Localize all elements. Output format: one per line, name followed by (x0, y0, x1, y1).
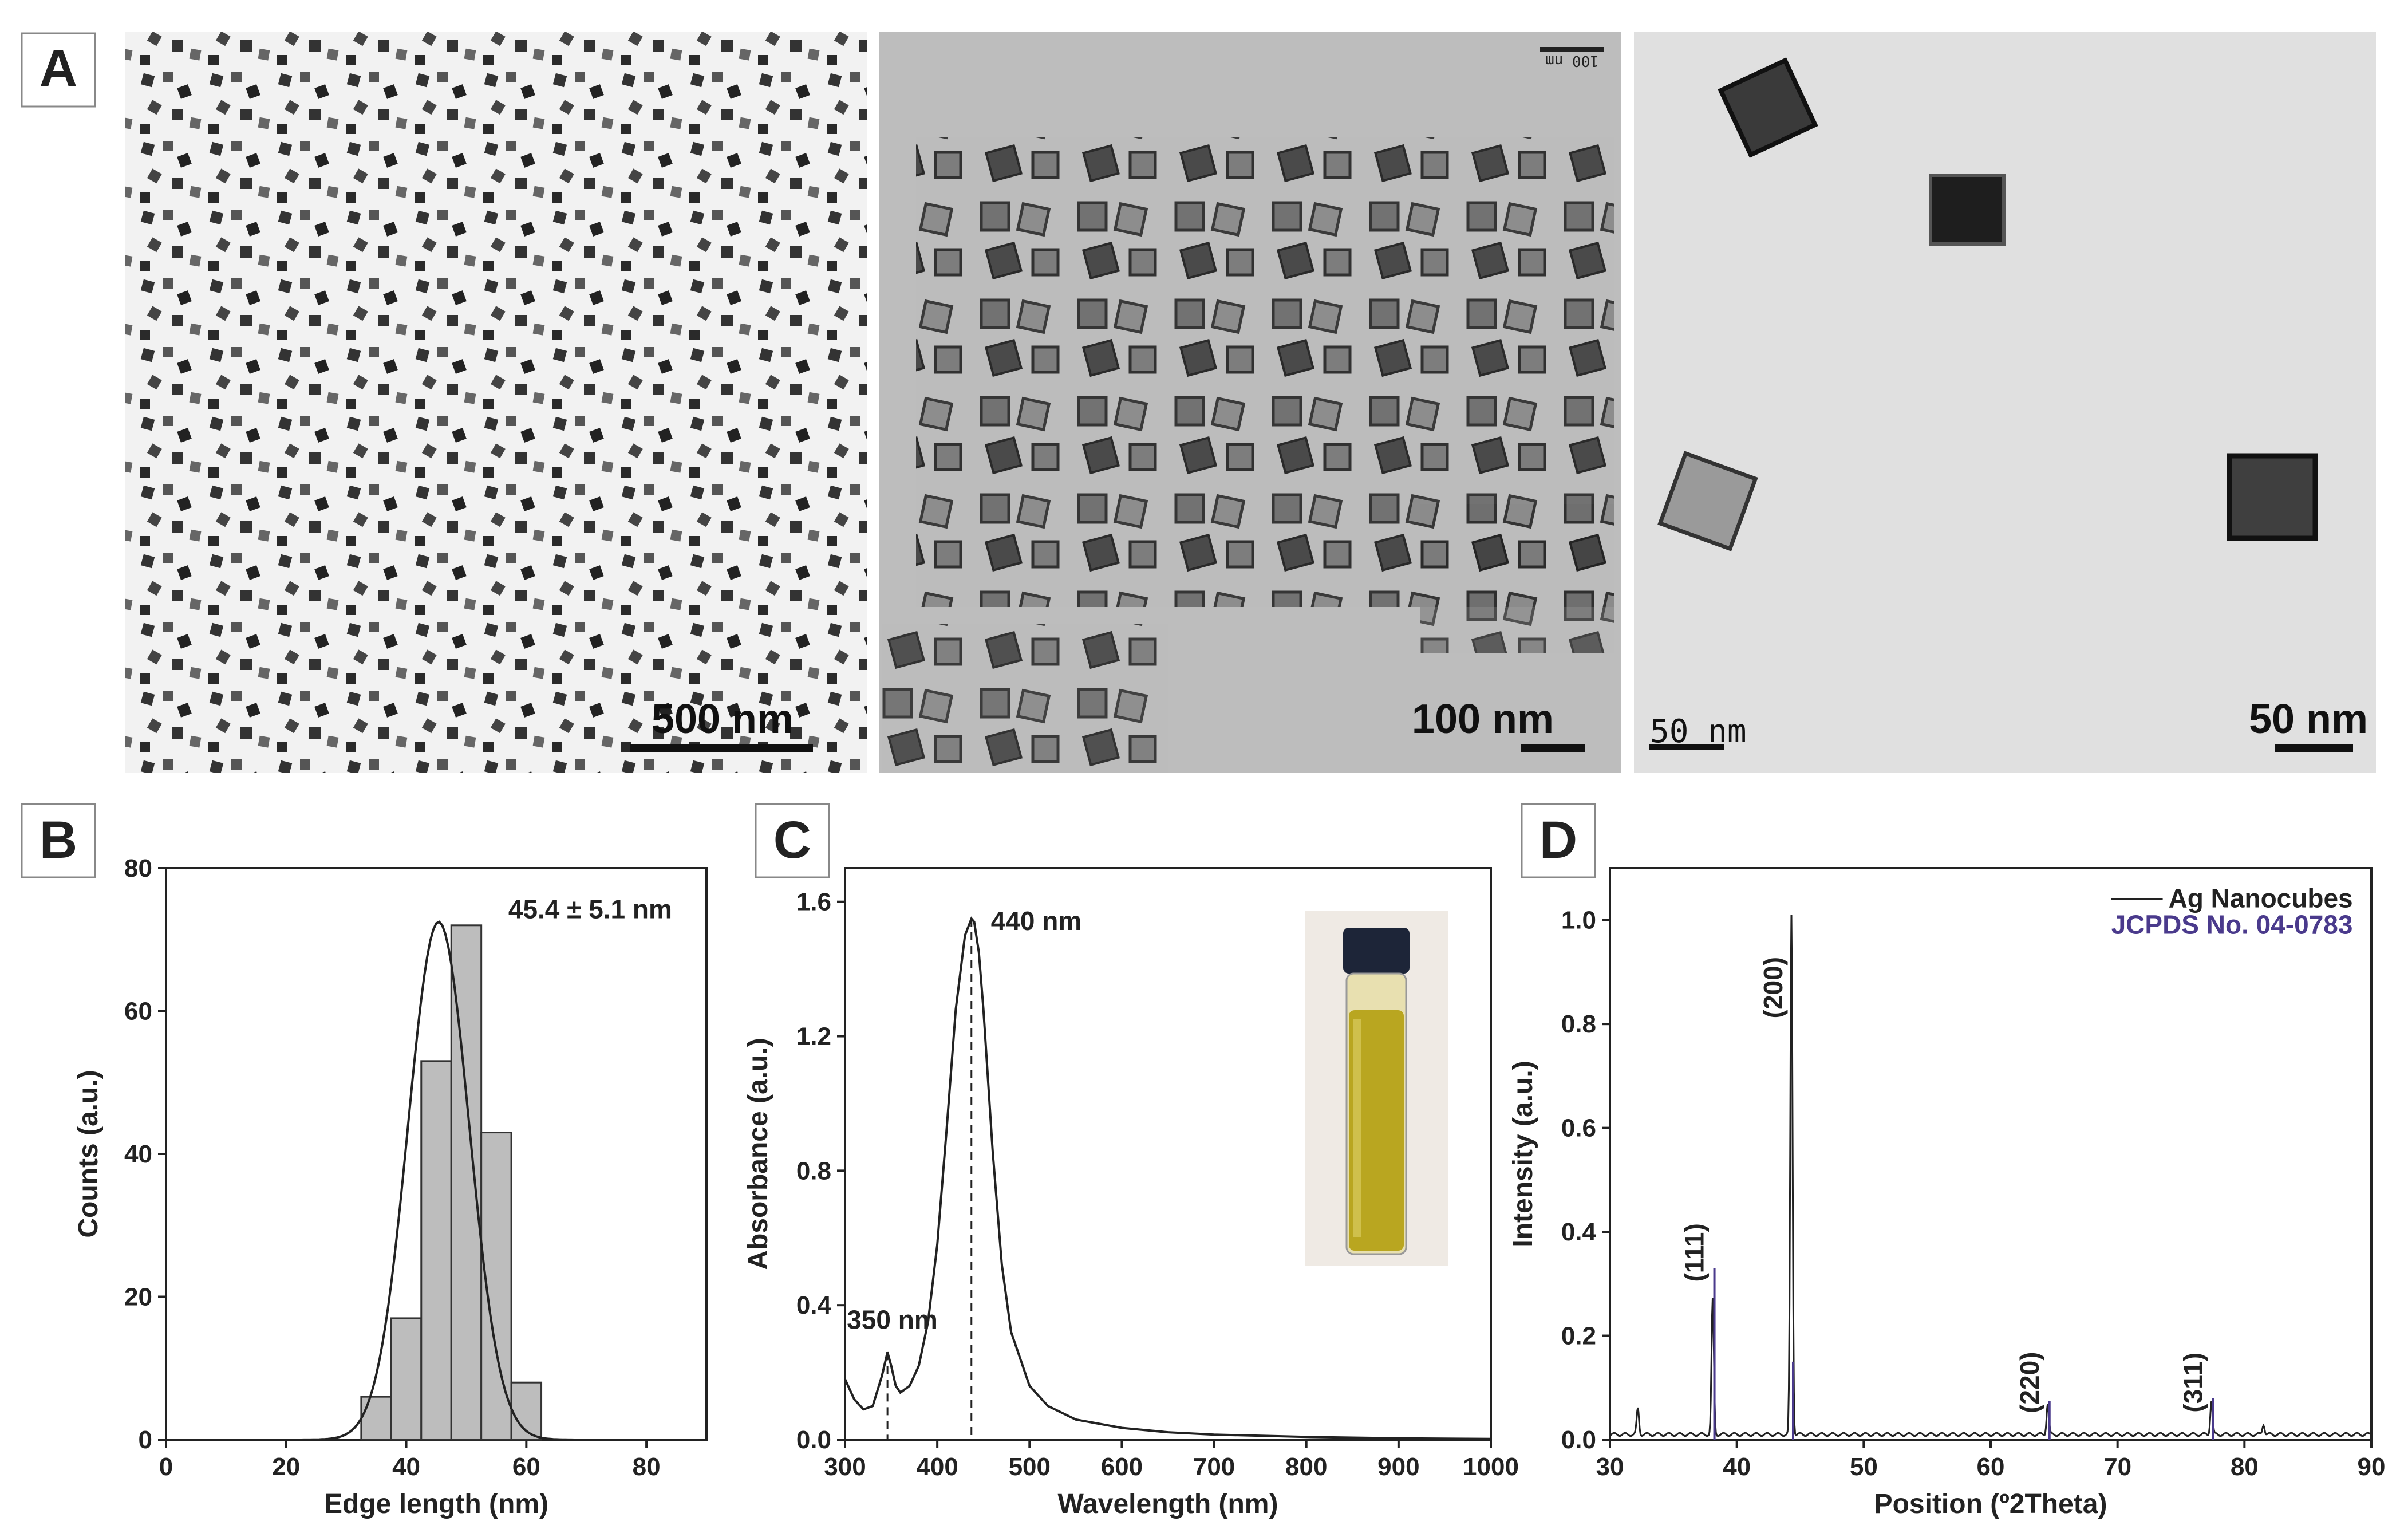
tem-image-low-mag: 500 nm (125, 32, 867, 773)
scale-bar-label-100nm: 100 nm (1412, 696, 1554, 742)
chart-c-xtick-label: 800 (1285, 1453, 1327, 1481)
chart-d-xrd: 30 40 50 60 70 80 90 0.0 0.2 0.4 0.6 0.8 1.0 Position… (1508, 867, 2386, 1519)
chart-c-xlabel: Wavelength (nm) (1058, 1489, 1278, 1519)
chart-c-xtick-label: 700 (1193, 1453, 1235, 1481)
chart-c-ytick-label: 1.2 (796, 1023, 831, 1051)
chart-c-xtick-label: 400 (916, 1453, 958, 1481)
chart-d-ytick-label: 0.8 (1561, 1010, 1596, 1038)
panel-d-label: D (1539, 811, 1577, 869)
chart-b-xlabel: Edge length (nm) (324, 1489, 548, 1519)
chart-d-ytick-label: 0.0 (1561, 1426, 1596, 1454)
chart-c-xtick-label: 500 (1009, 1453, 1051, 1481)
scale-bar-50nm-b (2275, 744, 2353, 752)
tem-image-mid-mag: 100 nm 100 nm (879, 32, 1621, 773)
panel-a-label-box (21, 32, 96, 108)
tem-image-high-mag: 50 nm 50 nm (1634, 32, 2376, 773)
histogram-bar (420, 1060, 452, 1441)
panel-c: C 300 400 500 600 700 800 900 1000 0.0 0.4 0.8 1.2 1… (743, 803, 1519, 1519)
scale-bar-label-50nm-b: 50 nm (2249, 696, 2368, 742)
panel-b-label-box (21, 803, 96, 878)
panel-c-label: C (773, 811, 811, 869)
chart-c-xtick-label: 900 (1377, 1453, 1419, 1481)
chart-b-histogram: 0 20 40 60 80 0 20 40 60 80 Edge length (nm) Counts… (73, 854, 708, 1519)
chart-d-xtick-label: 90 (2358, 1453, 2386, 1481)
xrd-sample-line (1609, 915, 2373, 1437)
chart-c-xtick-label: 300 (824, 1453, 866, 1481)
miller-index-label: (111) (1680, 1223, 1710, 1282)
chart-d-ylabel: Intensity (a.u.) (1508, 1061, 1538, 1247)
chart-c-ytick-label: 0.4 (796, 1291, 832, 1319)
peak-label-350: 350 nm (847, 1305, 938, 1334)
histogram-bar (390, 1317, 423, 1441)
chart-d-xtick-label: 30 (1596, 1453, 1624, 1481)
panel-a: A 500 nm 100 nm 100 nm 50 nm (21, 32, 2376, 773)
chart-c-xtick-label: 1000 (1463, 1453, 1519, 1481)
scale-bar-50nm-a (1649, 744, 1724, 750)
chart-b-xtick-label: 0 (159, 1453, 173, 1481)
chart-d-ytick-label: 0.6 (1561, 1114, 1596, 1142)
chart-c-ylabel: Absorbance (a.u.) (743, 1038, 773, 1270)
chart-d-xtick-label: 70 (2103, 1453, 2131, 1481)
gaussian-fit-line (166, 920, 706, 1441)
chart-d-xtick-label: 50 (1850, 1453, 1878, 1481)
chart-d-xlabel: Position (º2Theta) (1874, 1489, 2107, 1519)
chart-b-ytick-label: 0 (139, 1426, 152, 1454)
histogram-bar (360, 1396, 392, 1441)
chart-c-ytick-label: 0.0 (796, 1426, 831, 1454)
miller-index-label: (220) (2015, 1352, 2044, 1413)
scale-bar-label-50nm-a: 50 nm (1650, 713, 1747, 750)
chart-d-xtick-label: 40 (1723, 1453, 1751, 1481)
chart-c-ytick-label: 0.8 (796, 1157, 831, 1185)
chart-d-frame (1609, 867, 2373, 1441)
fit-annotation: 45.4 ± 5.1 nm (508, 894, 672, 924)
miller-index-label: (200) (1758, 957, 1788, 1018)
chart-b-xtick-label: 80 (633, 1453, 661, 1481)
chart-c-absorbance: 300 400 500 600 700 800 900 1000 0.0 0.4 0.8 1.2 1.6… (743, 867, 1519, 1519)
chart-d-ytick-label: 0.2 (1561, 1322, 1596, 1350)
peak-label-440: 440 nm (991, 906, 1082, 936)
chart-b-ylabel: Counts (a.u.) (73, 1070, 104, 1238)
chart-c-frame (844, 867, 1492, 1441)
chart-c-ytick-label: 1.6 (796, 888, 831, 916)
chart-b-xtick-label: 60 (512, 1453, 540, 1481)
legend-label-jcpds: JCPDS No. 04-0783 (2111, 909, 2353, 939)
scale-bar-500nm (630, 744, 813, 752)
panel-d-label-box (1521, 803, 1596, 878)
chart-b-xtick-label: 40 (392, 1453, 420, 1481)
chart-b-ytick-label: 40 (124, 1140, 152, 1168)
panel-a-label: A (40, 39, 77, 97)
panel-b: B 0 20 40 60 80 0 20 40 60 80 Edge length (nm) Coun… (21, 803, 708, 1519)
legend-label-sample: Ag Nanocubes (2169, 883, 2353, 913)
chart-d-xtick-label: 80 (2231, 1453, 2259, 1481)
miller-index-label: (311) (2178, 1353, 2208, 1413)
panel-c-label-box (755, 803, 830, 878)
chart-b-ytick-label: 80 (124, 854, 152, 882)
chart-d-xtick-label: 60 (1977, 1453, 2005, 1481)
vial-photo-inset (1305, 911, 1448, 1266)
chart-d-ytick-label: 0.4 (1561, 1218, 1597, 1246)
panel-b-label: B (40, 811, 77, 869)
panel-d: D 30 40 50 60 70 80 90 0.0 0.2 0.4 0.6 0.8 1.0 Positi… (1508, 803, 2386, 1519)
chart-b-ytick-label: 60 (124, 998, 152, 1026)
chart-c-xtick-label: 600 (1101, 1453, 1143, 1481)
scale-bar-label-500nm: 500 nm (652, 696, 794, 742)
chart-b-xtick-label: 20 (272, 1453, 300, 1481)
chart-b-ytick-label: 20 (124, 1283, 152, 1311)
scale-bar-100nm (1521, 744, 1585, 752)
chart-d-ytick-label: 1.0 (1561, 907, 1596, 935)
micro-scale-label: 100 nm (1545, 52, 1599, 69)
